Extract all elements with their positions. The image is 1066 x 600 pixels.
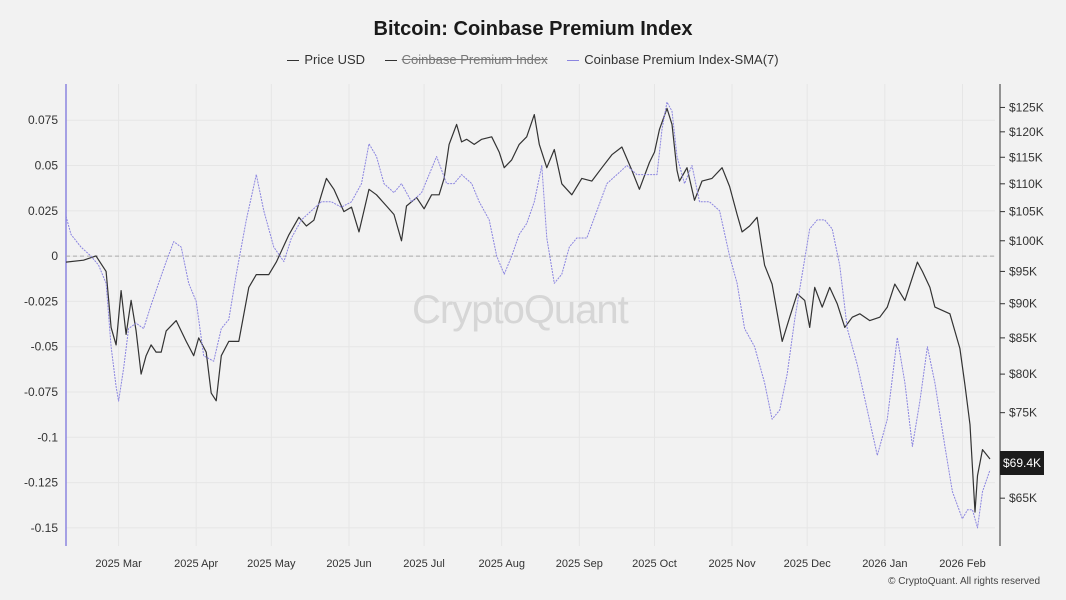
current-price-badge: $69.4K [1000, 451, 1044, 475]
x-tick-label: 2025 May [247, 558, 296, 570]
x-tick-label: 2025 Apr [174, 558, 218, 570]
x-tick-label: 2025 Nov [709, 558, 757, 570]
left-tick-label: 0.05 [35, 159, 59, 173]
right-tick-label: $110K [1009, 177, 1043, 191]
legend: Price USD Coinbase Premium Index Coinbas… [0, 52, 1066, 67]
left-tick-label: -0.075 [24, 385, 58, 399]
legend-swatch [567, 60, 580, 62]
left-tick-label: -0.025 [24, 294, 58, 308]
right-tick-label: $125K [1009, 100, 1044, 114]
legend-label: Price USD [304, 52, 366, 67]
x-tick-label: 2026 Feb [939, 558, 985, 570]
x-tick-label: 2025 Oct [632, 558, 677, 570]
legend-swatch [384, 60, 397, 62]
left-tick-label: 0.025 [28, 204, 58, 218]
right-tick-label: $90K [1009, 297, 1037, 311]
x-axis-ticks: 2025 Mar 2025 Apr 2025 May 2025 Jun 2025 Jul… [95, 558, 985, 570]
legend-item-coinbase-premium-index[interactable]: Coinbase Premium Index [384, 52, 548, 67]
legend-item-coinbase-premium-index-sma7[interactable]: Coinbase Premium Index-SMA(7) [567, 52, 779, 67]
x-tick-label: 2025 Sep [556, 558, 603, 570]
grid [66, 84, 995, 546]
series-group [65, 101, 991, 529]
left-tick-label: -0.05 [31, 340, 59, 354]
left-tick-label: -0.125 [24, 476, 58, 490]
x-tick-label: 2025 Aug [478, 558, 525, 570]
x-tick-label: 2025 Jun [326, 558, 371, 570]
left-axis-ticks: 0.075 0.05 0.025 0 -0.025 -0.05 -0.075 -0.1 -0.1… [24, 113, 58, 535]
right-tick-label: $95K [1009, 264, 1037, 278]
right-tick-label: $115K [1009, 150, 1043, 164]
x-tick-label: 2025 Mar [95, 558, 142, 570]
right-axis-ticks: $125K $120K $115K $110K $105K $100K $95K $90K $8… [1000, 100, 1044, 505]
left-tick-label: -0.1 [37, 430, 58, 444]
right-tick-label: $85K [1009, 331, 1037, 345]
series-line-price-usd [65, 107, 991, 513]
watermark: CryptoQuant [412, 288, 629, 332]
legend-label: Coinbase Premium Index-SMA(7) [584, 52, 779, 67]
legend-item-price-usd[interactable]: Price USD [287, 52, 365, 67]
right-tick-label: $105K [1009, 205, 1044, 219]
chart-title: Bitcoin: Coinbase Premium Index [373, 18, 693, 40]
right-tick-label: $120K [1009, 125, 1044, 139]
legend-swatch [287, 60, 300, 62]
left-tick-label: -0.15 [31, 521, 59, 535]
left-tick-label: 0 [51, 249, 58, 263]
series-line-coinbase-premium-index-sma7 [65, 101, 991, 529]
left-tick-label: 0.075 [28, 113, 58, 127]
x-tick-label: 2025 Dec [784, 558, 832, 570]
x-tick-label: 2025 Jul [403, 558, 445, 570]
right-tick-label: $75K [1009, 406, 1037, 420]
copyright: © CryptoQuant. All rights reserved [888, 576, 1040, 587]
legend-label: Coinbase Premium Index [401, 52, 548, 67]
right-tick-label: $65K [1009, 491, 1037, 505]
right-tick-label: $80K [1009, 367, 1037, 381]
x-tick-label: 2026 Jan [862, 558, 907, 570]
right-tick-label: $100K [1009, 234, 1044, 248]
